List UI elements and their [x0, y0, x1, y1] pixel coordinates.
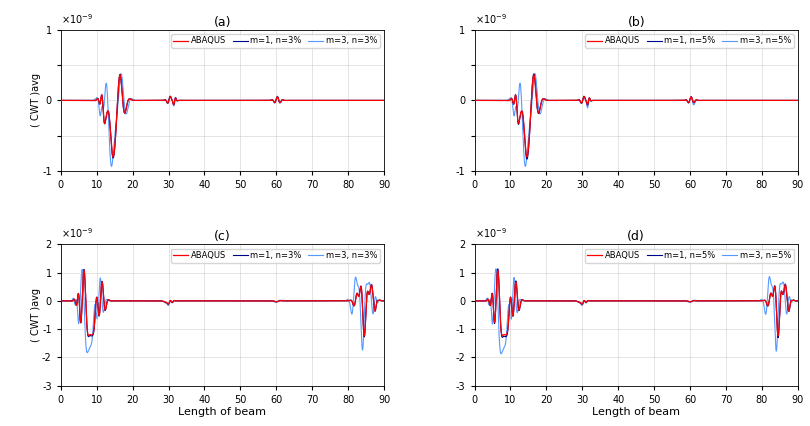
- X-axis label: Length of beam: Length of beam: [592, 407, 680, 417]
- Title: (a): (a): [214, 16, 231, 29]
- Text: $\times 10^{-9}$: $\times 10^{-9}$: [475, 226, 507, 240]
- Legend: ABAQUS, m=1, n=3%, m=3, n=3%: ABAQUS, m=1, n=3%, m=3, n=3%: [171, 248, 380, 262]
- Title: (d): (d): [627, 230, 645, 243]
- Text: $\times 10^{-9}$: $\times 10^{-9}$: [475, 12, 507, 26]
- Text: $\times 10^{-9}$: $\times 10^{-9}$: [61, 12, 93, 26]
- Y-axis label: ( CWT )avg: ( CWT )avg: [31, 288, 40, 342]
- Text: $\times 10^{-9}$: $\times 10^{-9}$: [61, 226, 93, 240]
- Title: (b): (b): [628, 16, 645, 29]
- Title: (c): (c): [214, 230, 231, 243]
- Y-axis label: ( CWT )avg: ( CWT )avg: [31, 73, 40, 127]
- Legend: ABAQUS, m=1, n=5%, m=3, n=5%: ABAQUS, m=1, n=5%, m=3, n=5%: [585, 34, 794, 48]
- X-axis label: Length of beam: Length of beam: [178, 407, 266, 417]
- Legend: ABAQUS, m=1, n=5%, m=3, n=5%: ABAQUS, m=1, n=5%, m=3, n=5%: [585, 248, 794, 262]
- Legend: ABAQUS, m=1, n=3%, m=3, n=3%: ABAQUS, m=1, n=3%, m=3, n=3%: [171, 34, 380, 48]
